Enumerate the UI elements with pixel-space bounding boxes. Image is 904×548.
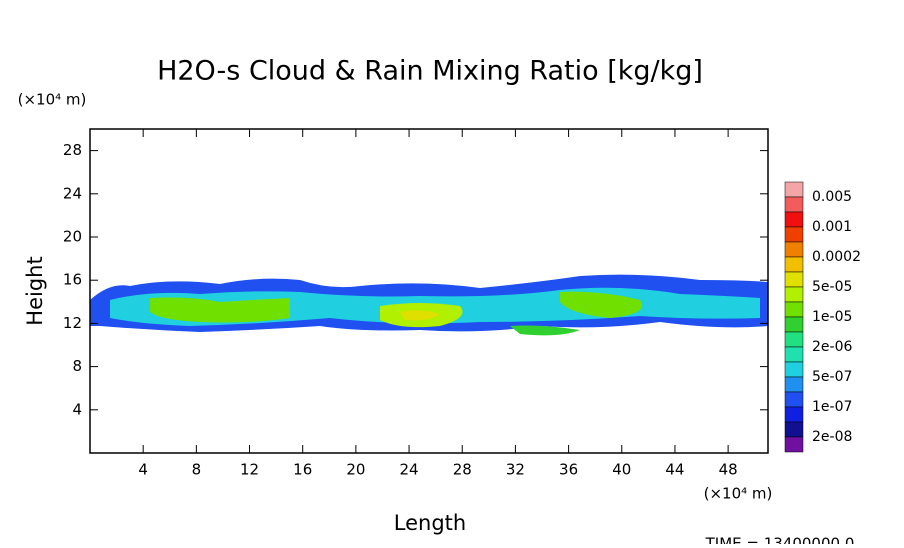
x-tick-label: 48 — [719, 461, 738, 479]
cloud-field — [90, 274, 768, 336]
colorbar-box — [784, 421, 804, 438]
colorbar-label: 0.0002 — [812, 249, 861, 265]
x-tick-label: 28 — [453, 461, 472, 479]
colorbar-box — [784, 196, 804, 213]
plot-frame — [89, 128, 769, 454]
colorbar-label: 0.005 — [812, 189, 852, 205]
colorbar-box — [784, 316, 804, 333]
x-tick-label: 36 — [559, 461, 578, 479]
x-tick-label: 12 — [240, 461, 259, 479]
x-unit: (×10⁴ m) — [704, 485, 773, 503]
footer: TIME = 13400000.0 — [705, 535, 855, 545]
colorbar-box — [784, 241, 804, 258]
x-axis-label: Length — [394, 511, 466, 535]
y-unit: (×10⁴ m) — [18, 91, 87, 109]
x-tick-label: 4 — [138, 461, 148, 479]
y-tick-label: 8 — [72, 357, 82, 375]
y-tick-label: 28 — [63, 141, 82, 159]
colorbar-box — [784, 271, 804, 288]
x-tick-label: 32 — [506, 461, 525, 479]
colorbar-box — [784, 391, 804, 408]
colorbar-label: 1e-07 — [812, 399, 852, 415]
x-tick-label: 20 — [346, 461, 365, 479]
x-tick-label: 24 — [400, 461, 419, 479]
y-tick-label: 24 — [63, 184, 82, 202]
colorbar-label: 2e-06 — [812, 339, 852, 355]
y-axis-label: Height — [23, 256, 47, 325]
colorbar-label: 1e-05 — [812, 309, 852, 325]
colorbar-box — [784, 286, 804, 303]
colorbar-box — [784, 301, 804, 318]
colorbar-label: 0.001 — [812, 219, 852, 235]
x-tick-label: 8 — [192, 461, 202, 479]
x-tick-label: 40 — [612, 461, 631, 479]
colorbar-label: 5e-07 — [812, 369, 852, 385]
chart-title: H2O-s Cloud & Rain Mixing Ratio [kg/kg] — [157, 56, 703, 87]
x-tick-label: 44 — [665, 461, 684, 479]
colorbar-box — [784, 376, 804, 393]
y-tick-label: 16 — [63, 271, 82, 289]
colorbar-box — [784, 346, 804, 363]
y-tick-label: 4 — [72, 400, 82, 418]
colorbar-box — [784, 256, 804, 273]
x-tick-label: 16 — [293, 461, 312, 479]
colorbar-box — [784, 331, 804, 348]
y-tick-label: 12 — [63, 314, 82, 332]
colorbar-label: 5e-05 — [812, 279, 852, 295]
colorbar-box — [784, 211, 804, 228]
colorbar-box — [784, 181, 804, 198]
colorbar-box — [784, 226, 804, 243]
y-tick-label: 20 — [63, 228, 82, 246]
colorbar-label: 2e-08 — [812, 429, 852, 445]
colorbar-box — [784, 436, 804, 453]
colorbar-box — [784, 406, 804, 423]
colorbar-box — [784, 361, 804, 378]
